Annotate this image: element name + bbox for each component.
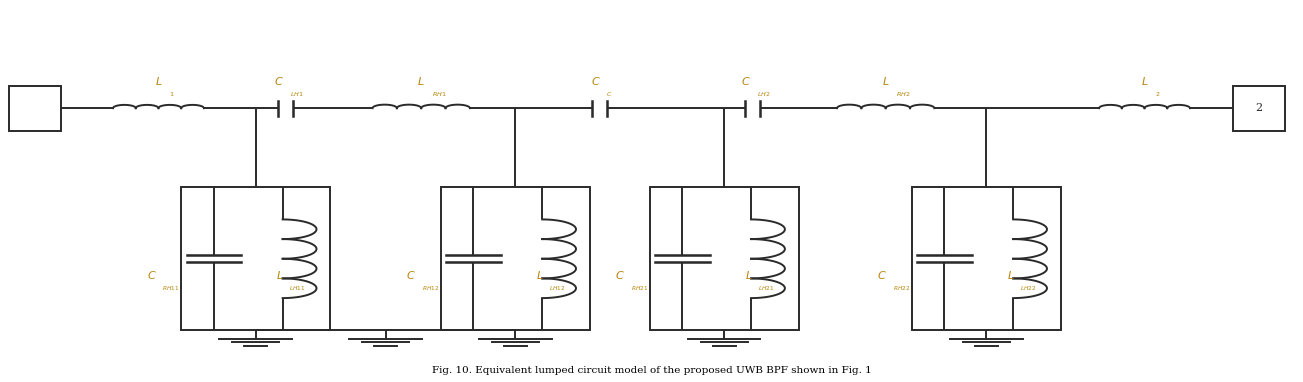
Text: $C$: $C$ [274, 76, 284, 87]
Text: $_{RH11}$: $_{RH11}$ [163, 284, 180, 293]
Text: 2: 2 [1255, 103, 1263, 113]
Text: $C$: $C$ [407, 269, 416, 282]
Text: Fig. 10. Equivalent lumped circuit model of the proposed UWB BPF shown in Fig. 1: Fig. 10. Equivalent lumped circuit model… [431, 366, 872, 376]
Text: $L$: $L$ [417, 76, 425, 87]
Bar [9, 86, 61, 131]
Text: $_{LH1}$: $_{LH1}$ [289, 90, 304, 99]
Text: $_C$: $_C$ [606, 90, 612, 99]
Text: $_{LH21}$: $_{LH21}$ [757, 284, 774, 293]
Bar [1233, 86, 1285, 131]
Bar [181, 187, 331, 330]
Text: $C$: $C$ [615, 269, 625, 282]
Text: $L$: $L$ [276, 269, 284, 282]
Text: $_2$: $_2$ [1154, 90, 1161, 99]
Text: $L$: $L$ [882, 76, 890, 87]
Text: $C$: $C$ [741, 76, 751, 87]
Text: $C$: $C$ [147, 269, 156, 282]
Text: $L$: $L$ [155, 76, 163, 87]
Text: $_{LH11}$: $_{LH11}$ [289, 284, 306, 293]
Bar [440, 187, 590, 330]
Text: $L$: $L$ [1140, 76, 1148, 87]
Text: $_{RH2}$: $_{RH2}$ [896, 90, 911, 99]
Text: $_1$: $_1$ [169, 90, 175, 99]
Text: $C$: $C$ [877, 269, 887, 282]
Text: $L$: $L$ [744, 269, 752, 282]
Text: $_{LH22}$: $_{LH22}$ [1019, 284, 1036, 293]
Text: $L$: $L$ [536, 269, 543, 282]
Text: $_{LH2}$: $_{LH2}$ [757, 90, 770, 99]
Text: $L$: $L$ [1007, 269, 1014, 282]
Bar [650, 187, 799, 330]
Text: $_{RH21}$: $_{RH21}$ [631, 284, 648, 293]
Text: $_{RH22}$: $_{RH22}$ [893, 284, 911, 293]
Text: $C$: $C$ [590, 76, 601, 87]
Bar [912, 187, 1061, 330]
Text: $_{RH1}$: $_{RH1}$ [431, 90, 447, 99]
Text: $_{RH12}$: $_{RH12}$ [422, 284, 439, 293]
Text: $_{LH12}$: $_{LH12}$ [549, 284, 566, 293]
